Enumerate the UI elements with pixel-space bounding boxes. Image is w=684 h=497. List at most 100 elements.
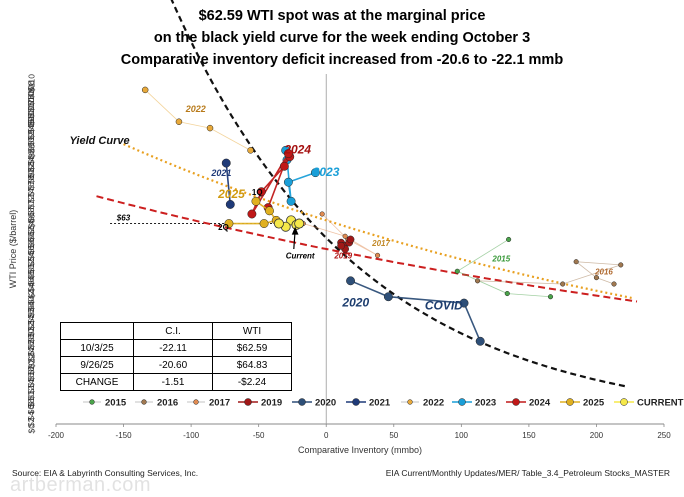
annotation-label: 2021 bbox=[210, 168, 231, 178]
y-tick-label: $14 bbox=[26, 379, 36, 393]
annotation-label: 2Q bbox=[218, 223, 229, 232]
data-point-2025 bbox=[259, 219, 269, 228]
data-point-2021 bbox=[225, 200, 235, 209]
y-tick-label: $90 bbox=[26, 137, 36, 151]
stats-table-header-wti: WTI bbox=[212, 322, 292, 340]
annotation-label: 2020 bbox=[341, 295, 369, 309]
y-tick-label: $104 bbox=[26, 93, 36, 112]
y-tick-label: $36 bbox=[26, 309, 36, 323]
data-point-2019 bbox=[346, 235, 355, 244]
legend-marker-2024 bbox=[512, 398, 520, 406]
y-tick-label: $4 bbox=[26, 411, 36, 421]
legend-label-2023: 2023 bbox=[475, 398, 496, 409]
x-tick-label: -150 bbox=[116, 431, 133, 440]
stats-table-row: 10/3/25 -22.11 $62.59 bbox=[60, 339, 292, 357]
y-tick-label: $52 bbox=[26, 258, 36, 272]
legend-label-2019: 2019 bbox=[261, 398, 282, 409]
legend-label-2016: 2016 bbox=[157, 398, 178, 409]
y-tick-label: $34 bbox=[26, 316, 36, 330]
y-tick-label: $32 bbox=[26, 322, 36, 336]
data-point-2016 bbox=[611, 281, 617, 287]
legend-marker-2021 bbox=[352, 398, 360, 406]
y-tick-label: $92 bbox=[26, 131, 36, 145]
y-tick-label: $56 bbox=[26, 246, 36, 260]
y-tick-label: $22 bbox=[26, 354, 36, 368]
trendline-orange bbox=[123, 143, 632, 299]
series-line-2016 bbox=[477, 261, 621, 285]
y-tick-label: $8 bbox=[26, 398, 36, 408]
y-tick-label: $60 bbox=[26, 233, 36, 247]
stats-table-row: CHANGE -1.51 -$2.24 bbox=[60, 373, 292, 391]
stats-table-cell-wti: -$2.24 bbox=[212, 373, 292, 391]
y-tick-label: $12 bbox=[26, 386, 36, 400]
stats-table-cell-date: CHANGE bbox=[60, 373, 134, 391]
stats-table-row: 9/26/25 -20.60 $64.83 bbox=[60, 356, 292, 374]
data-point-2025 bbox=[265, 206, 274, 216]
y-tick-label: $68 bbox=[26, 207, 36, 221]
stats-table-cell-ci: -22.11 bbox=[133, 339, 213, 357]
y-tick-label: $66 bbox=[26, 214, 36, 228]
data-point-current bbox=[273, 218, 284, 229]
data-point-2017 bbox=[342, 233, 348, 239]
legend-label-2025: 2025 bbox=[583, 398, 605, 409]
series-line-2022 bbox=[144, 89, 251, 151]
y-tick-label: $46 bbox=[26, 277, 36, 291]
annotation-label: $63 bbox=[116, 213, 131, 222]
trendline-red bbox=[96, 195, 638, 303]
x-tick-label: 50 bbox=[389, 431, 398, 440]
legend-marker-2019 bbox=[244, 398, 252, 406]
data-point-2023 bbox=[310, 168, 320, 178]
annotation-label: 1Q bbox=[252, 188, 263, 197]
y-tick-label: $64 bbox=[26, 220, 36, 234]
source-right: EIA Current/Monthly Updates/MER/ Table_3… bbox=[385, 468, 670, 478]
annotation-label: Yield Curve bbox=[70, 135, 130, 147]
data-point-2024 bbox=[256, 187, 266, 197]
legend-label-2020: 2020 bbox=[315, 398, 336, 409]
legend-marker-2025 bbox=[566, 398, 574, 406]
y-tick-label: $44 bbox=[26, 284, 36, 298]
watermark-text: artberman.com bbox=[10, 474, 151, 496]
legend-label-2015: 2015 bbox=[105, 398, 127, 409]
y-tick-label: $58 bbox=[26, 239, 36, 253]
y-tick-label: $30 bbox=[26, 328, 36, 342]
y-tick-label: $48 bbox=[26, 271, 36, 285]
y-tick-label: $76 bbox=[26, 182, 36, 196]
y-tick-label: $38 bbox=[26, 303, 36, 317]
stats-table-cell-wti: $62.59 bbox=[212, 339, 292, 357]
data-point-2020 bbox=[475, 336, 485, 346]
legend-marker-current bbox=[620, 398, 628, 406]
data-point-2016 bbox=[593, 275, 599, 281]
annotation-label: Current bbox=[286, 252, 315, 261]
x-tick-label: -50 bbox=[253, 431, 265, 440]
legend-marker-2022 bbox=[407, 399, 413, 405]
y-tick-label: $0 bbox=[26, 424, 36, 434]
y-tick-label: $72 bbox=[26, 195, 36, 209]
y-tick-label: $28 bbox=[26, 335, 36, 349]
x-tick-label: -100 bbox=[183, 431, 200, 440]
data-point-2019 bbox=[337, 241, 345, 250]
legend-label-2017: 2017 bbox=[209, 398, 230, 409]
annotation-label: COVID bbox=[425, 298, 463, 312]
data-point-2016 bbox=[618, 262, 624, 268]
y-tick-label: $82 bbox=[26, 163, 36, 177]
source-left: Source: EIA & Labyrinth Consulting Servi… bbox=[12, 468, 199, 478]
data-point-2016 bbox=[474, 278, 481, 284]
y-tick-label: $2 bbox=[26, 417, 36, 427]
y-tick-label: $98 bbox=[26, 112, 36, 126]
y-tick-label: $50 bbox=[26, 265, 36, 279]
y-tick-label: $84 bbox=[26, 156, 36, 170]
y-tick-label: $62 bbox=[26, 226, 36, 240]
data-point-2017 bbox=[375, 252, 381, 258]
data-point-2022 bbox=[247, 147, 254, 154]
x-tick-label: 150 bbox=[522, 431, 536, 440]
y-tick-label: $96 bbox=[26, 118, 36, 132]
y-tick-label: $16 bbox=[26, 373, 36, 387]
annotation-label: 2016 bbox=[594, 267, 613, 276]
x-tick-label: 100 bbox=[455, 431, 469, 440]
chart-title-line-1: $62.59 WTI spot was at the marginal pric… bbox=[198, 8, 486, 24]
stats-table-cell-ci: -20.60 bbox=[133, 356, 213, 374]
legend-label-current: CURRENT bbox=[637, 398, 684, 409]
stats-table-cell-ci: -1.51 bbox=[133, 373, 213, 391]
